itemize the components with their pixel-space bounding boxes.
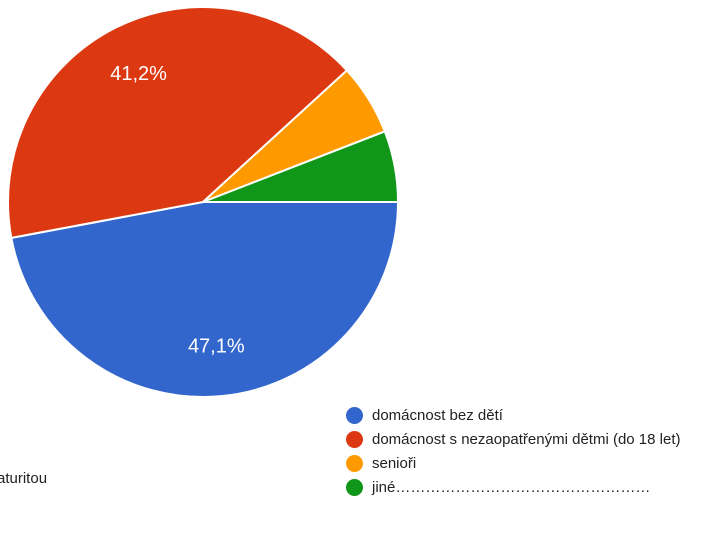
legend-label-1: domácnost s nezaopatřenými dětmi (do 18 … <box>372 431 681 448</box>
pie-slice-label-1: 41,2% <box>110 63 167 85</box>
pie-slice-1[interactable] <box>7 6 349 240</box>
cut-off-legend-text: aturitou <box>0 470 48 487</box>
legend-label-0: domácnost bez dětí <box>372 407 503 424</box>
pie-slice-label-0: 47,1% <box>188 336 245 358</box>
legend-item-3[interactable]: jiné…………………………………………… <box>346 478 724 498</box>
legend-dot-1 <box>346 431 363 448</box>
legend-label-2: senioři <box>372 455 417 472</box>
legend-item-0[interactable]: domácnost bez dětí <box>346 406 724 426</box>
legend-dot-0 <box>346 407 363 424</box>
pie-slice-3[interactable] <box>202 130 400 203</box>
legend-item-2[interactable]: senioři <box>346 454 724 474</box>
legend: domácnost bez dětí domácnost s nezaopatř… <box>346 406 724 502</box>
legend-item-1[interactable]: domácnost s nezaopatřenými dětmi (do 18 … <box>346 430 724 450</box>
legend-label-3: jiné…………………………………………… <box>372 479 651 496</box>
pie-slice-0[interactable] <box>10 201 400 398</box>
legend-dot-3 <box>346 479 363 496</box>
legend-dot-2 <box>346 455 363 472</box>
